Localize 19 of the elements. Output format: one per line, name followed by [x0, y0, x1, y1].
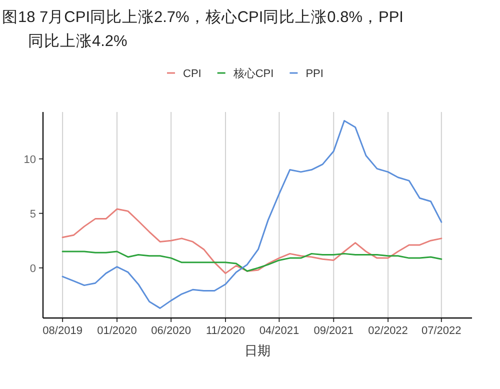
line-series: [62, 250, 442, 272]
line-series: [62, 208, 442, 274]
y-tick-label: 5: [30, 208, 36, 220]
x-tick-label: 09/2021: [314, 325, 354, 337]
legend-label: 核心CPI: [232, 67, 274, 80]
chart-title: 图18 7月CPI同比上涨2.7%，核心CPI同比上涨0.8%，PPI同比上涨4.2%: [2, 8, 404, 50]
x-tick-label: 01/2020: [97, 325, 137, 337]
x-tick-label: 04/2021: [259, 325, 300, 337]
x-tick-label: 06/2020: [151, 325, 191, 337]
x-tick-label: 11/2020: [206, 325, 245, 337]
y-tick-label: 10: [24, 154, 36, 166]
x-tick-label: 08/2019: [42, 325, 82, 337]
line-series: [62, 120, 442, 309]
x-tick-label: 02/2022: [368, 325, 408, 337]
legend-label: PPI: [306, 68, 324, 80]
x-tick-label: 07/2022: [422, 325, 462, 337]
x-axis-title: 日期: [244, 343, 270, 358]
legend-label: CPI: [183, 68, 202, 80]
y-tick-label: 0: [30, 262, 36, 275]
